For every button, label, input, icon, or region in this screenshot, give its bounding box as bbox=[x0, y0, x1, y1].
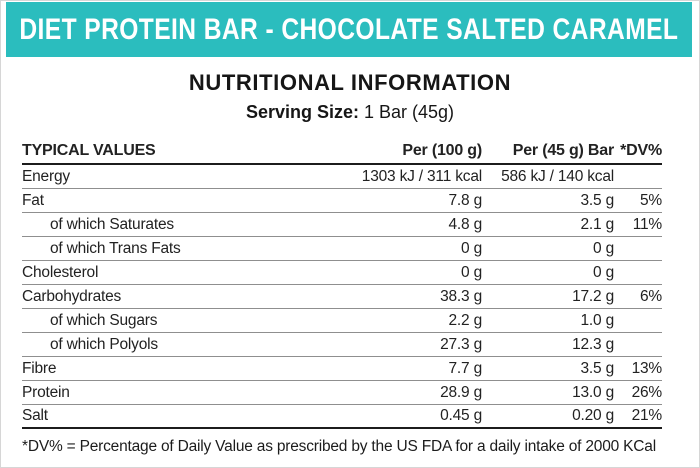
cell-per45: 586 kJ / 140 kcal bbox=[501, 167, 614, 185]
cell-per45: 13.0 g bbox=[572, 383, 614, 401]
product-banner: DIET PROTEIN BAR - CHOCOLATE SALTED CARA… bbox=[6, 2, 692, 57]
cell-name: Salt bbox=[22, 407, 48, 424]
table-row: of which Trans Fats 0 g 0 g bbox=[22, 237, 662, 261]
cell-dv: 5% bbox=[639, 191, 662, 209]
cell-name: Cholesterol bbox=[22, 263, 99, 281]
cell-per45: 3.5 g bbox=[580, 359, 615, 377]
cell-per100: 2.2 g bbox=[448, 311, 483, 329]
cell-per100: 0 g bbox=[461, 263, 482, 281]
cell-per100: 28.9 g bbox=[440, 383, 482, 401]
cell-per100: 0.45 g bbox=[440, 407, 482, 424]
cell-per45: 12.3 g bbox=[572, 335, 614, 353]
table-row: Cholesterol 0 g 0 g bbox=[22, 261, 662, 285]
cell-per45: 1.0 g bbox=[580, 311, 615, 329]
column-header-per-45g-bar: Per (45 g) Bar bbox=[512, 142, 614, 159]
table-row: of which Sugars 2.2 g 1.0 g bbox=[22, 309, 662, 333]
serving-size-label: Serving Size: bbox=[245, 102, 359, 122]
cell-per45: 2.1 g bbox=[580, 215, 615, 233]
dv-footnote: *DV% = Percentage of Daily Value as pres… bbox=[22, 438, 656, 455]
serving-size-line: Serving Size: 1 Bar (45g) bbox=[0, 102, 700, 123]
cell-per100: 1303 kJ / 311 kcal bbox=[361, 167, 482, 185]
cell-per100: 7.7 g bbox=[448, 359, 483, 377]
cell-name: Carbohydrates bbox=[22, 287, 122, 305]
table-row: of which Saturates 4.8 g 2.1 g 11% bbox=[22, 213, 662, 237]
table-row: Carbohydrates 38.3 g 17.2 g 6% bbox=[22, 285, 662, 309]
nutritional-information-heading: NUTRITIONAL INFORMATION bbox=[188, 70, 512, 95]
cell-dv: 26% bbox=[631, 383, 663, 401]
column-header-typical-values: TYPICAL VALUES bbox=[22, 142, 156, 159]
table-row: Salt 0.45 g 0.20 g 21% bbox=[22, 405, 662, 429]
nutrition-table-body: Energy 1303 kJ / 311 kcal 586 kJ / 140 kca… bbox=[22, 165, 662, 429]
cell-name: of which Saturates bbox=[50, 215, 174, 233]
cell-per45: 0 g bbox=[593, 239, 614, 257]
cell-name: of which Trans Fats bbox=[50, 239, 181, 257]
cell-name: Protein bbox=[22, 383, 70, 401]
cell-dv: 11% bbox=[632, 215, 662, 233]
cell-per100: 27.3 g bbox=[440, 335, 482, 353]
cell-name: of which Polyols bbox=[50, 335, 158, 353]
cell-name: Fat bbox=[22, 191, 44, 209]
cell-per100: 7.8 g bbox=[448, 191, 483, 209]
cell-name: of which Sugars bbox=[50, 311, 158, 329]
cell-dv: 13% bbox=[631, 359, 663, 377]
nutrition-table-header: TYPICAL VALUES Per (100 g) Per (45 g) Ba… bbox=[22, 139, 662, 165]
table-row: Protein 28.9 g 13.0 g 26% bbox=[22, 381, 662, 405]
cell-name: Energy bbox=[22, 167, 70, 185]
serving-size-value: 1 Bar (45g) bbox=[364, 102, 455, 122]
cell-name: Fibre bbox=[22, 359, 57, 377]
cell-per45: 0.20 g bbox=[572, 407, 614, 424]
cell-per45: 0 g bbox=[593, 263, 614, 281]
cell-per100: 4.8 g bbox=[448, 215, 483, 233]
column-header-dv-percent: *DV% bbox=[620, 142, 662, 159]
cell-dv: 6% bbox=[639, 287, 662, 305]
nutrition-table: TYPICAL VALUES Per (100 g) Per (45 g) Ba… bbox=[22, 139, 662, 429]
cell-per45: 17.2 g bbox=[572, 287, 614, 305]
table-row: of which Polyols 27.3 g 12.3 g bbox=[22, 333, 662, 357]
cell-per100: 0 g bbox=[461, 239, 482, 257]
product-title: DIET PROTEIN BAR - CHOCOLATE SALTED CARA… bbox=[19, 12, 679, 46]
cell-per100: 38.3 g bbox=[440, 287, 482, 305]
column-header-per-100g: Per (100 g) bbox=[402, 142, 482, 159]
cell-per45: 3.5 g bbox=[580, 191, 615, 209]
table-row: Fibre 7.7 g 3.5 g 13% bbox=[22, 357, 662, 381]
table-row: Energy 1303 kJ / 311 kcal 586 kJ / 140 kca… bbox=[22, 165, 662, 189]
table-row: Fat 7.8 g 3.5 g 5% bbox=[22, 189, 662, 213]
cell-dv: 21% bbox=[631, 407, 663, 424]
